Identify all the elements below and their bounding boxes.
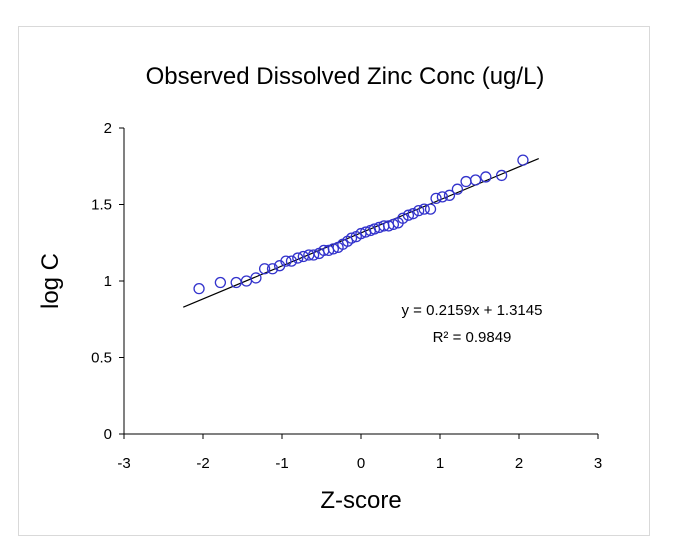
y-tick-label: 1 [104, 273, 112, 290]
data-point [285, 255, 298, 267]
y-tick-label: 0 [104, 426, 112, 443]
trendline-equation: y = 0.2159x + 1.3145 [402, 302, 543, 319]
x-tick-label: -3 [117, 455, 130, 472]
x-tick-label: 2 [515, 455, 523, 472]
data-point [280, 255, 292, 267]
y-tick-labels: 0 0.5 1 1.5 2 [91, 120, 112, 443]
data-point [460, 175, 472, 188]
data-point [402, 209, 415, 221]
data-point [424, 203, 437, 215]
data-point [327, 243, 340, 255]
x-tick-label: 3 [594, 455, 602, 472]
data-point [230, 276, 242, 289]
data-point [214, 276, 227, 289]
trendline-r-squared: R² = 0.9849 [433, 329, 512, 346]
x-tick-label: 1 [436, 455, 444, 472]
data-point [430, 192, 442, 205]
y-tick-label: 0.5 [91, 350, 112, 367]
data-point [517, 154, 529, 166]
data-point [443, 189, 456, 201]
axes [119, 127, 599, 439]
chart-title: Observed Dissolved Zinc Conc (ug/L) [146, 63, 545, 90]
y-axis-title: log C [37, 253, 64, 309]
x-tick-label: -1 [275, 455, 288, 472]
data-point [407, 208, 419, 220]
data-point [397, 212, 409, 224]
data-point [193, 282, 205, 295]
data-point [480, 171, 492, 183]
data-point [436, 191, 449, 203]
data-point [345, 232, 358, 244]
y-tick-label: 1.5 [91, 197, 112, 214]
data-point [258, 263, 271, 275]
data-point [250, 272, 262, 284]
y-tick-label: 2 [104, 120, 112, 137]
x-tick-labels: -3 -2 -1 0 1 2 3 [117, 455, 602, 472]
data-point [418, 203, 430, 215]
x-axis-title: Z-score [320, 487, 401, 514]
data-point [495, 169, 508, 182]
data-point [469, 174, 482, 186]
x-tick-label: 0 [357, 455, 365, 472]
data-point [451, 183, 464, 195]
data-point [307, 249, 320, 261]
data-point [387, 218, 400, 231]
data-point [292, 252, 304, 264]
data-point [266, 263, 279, 275]
data-points [193, 154, 529, 295]
data-point [413, 204, 425, 217]
x-tick-label: -2 [196, 455, 209, 472]
